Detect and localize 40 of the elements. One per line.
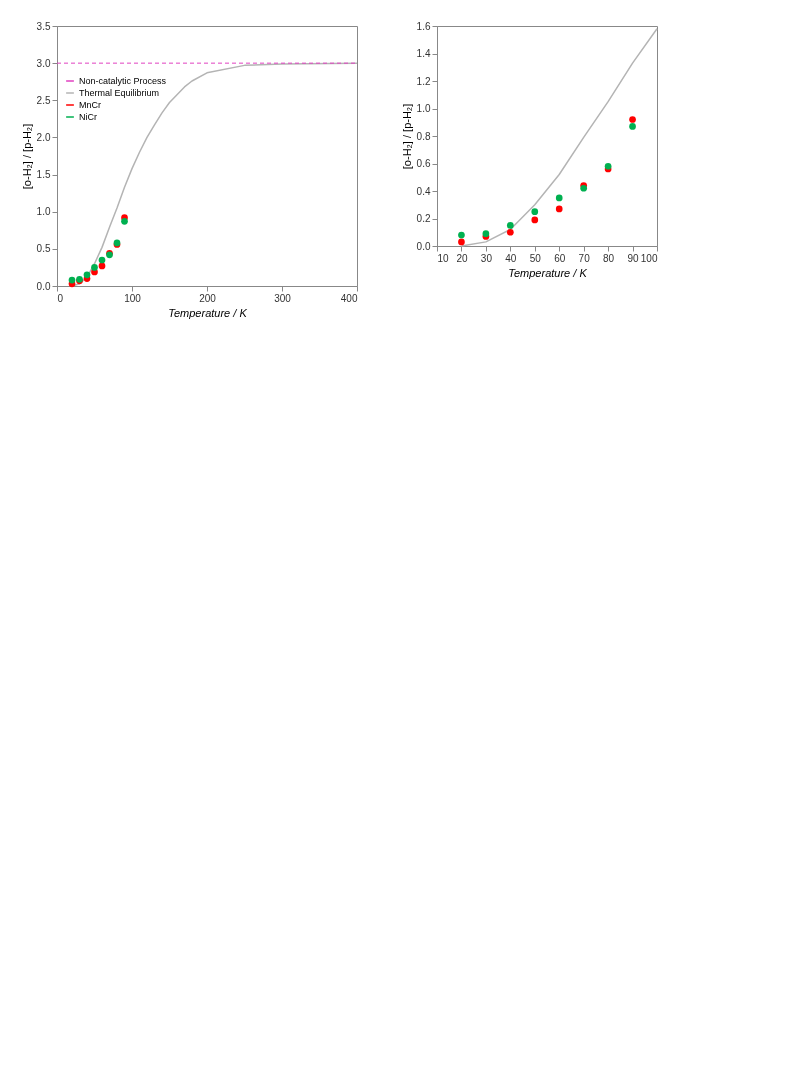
y-tick-label: 0.2	[416, 213, 431, 224]
x-tick-label: 90	[627, 252, 640, 264]
legend-label: Non-catalytic Process	[79, 76, 167, 86]
x-tick-label: 0	[57, 292, 64, 304]
legend-label: Thermal Equilibrium	[79, 88, 160, 98]
x-tick-label: 300	[274, 292, 292, 304]
y-tick-label: 0.0	[36, 280, 51, 292]
x-tick-label: 80	[603, 252, 615, 264]
x-tick-label: 30	[480, 252, 493, 264]
x-tick-label: 200	[199, 292, 217, 304]
y-tick-label: 1.0	[416, 103, 431, 114]
x-tick-label: 20	[456, 252, 468, 264]
y-axis-title: [o-H₂] / [p-H₂]	[400, 103, 413, 170]
y-tick-label: 2.5	[36, 94, 51, 106]
x-tick-label: 400	[340, 292, 358, 304]
x-tick-label: 10	[437, 252, 450, 264]
legend-label: NiCr	[79, 112, 97, 122]
x-axis-title: Temperature / K	[168, 306, 248, 319]
x-tick-label: 70	[578, 252, 591, 264]
y-tick-label: 1.6	[416, 20, 431, 32]
y-axis-title: [o-H₂] / [p-H₂]	[20, 123, 33, 190]
y-tick-label: 1.4	[416, 48, 431, 59]
y-tick-label: 0.4	[416, 185, 431, 197]
y-tick-label: 2.0	[36, 131, 51, 143]
y-tick-label: 0.5	[36, 243, 51, 255]
x-tick-label: 100	[124, 292, 142, 304]
y-tick-label: 0.6	[416, 158, 431, 169]
y-tick-label: 1.5	[36, 169, 51, 181]
y-tick-label: 0.8	[416, 130, 431, 142]
y-tick-label: 0.0	[416, 240, 431, 252]
x-tick-label: 40	[505, 252, 517, 264]
y-tick-label: 1.0	[36, 206, 51, 218]
x-axis-title: Temperature / K	[508, 266, 588, 279]
legend-label: MnCr	[79, 100, 101, 110]
x-tick-label: 60	[554, 252, 566, 264]
y-tick-label: 1.2	[416, 75, 431, 87]
x-tick-label: 100	[640, 252, 658, 264]
x-tick-label: 50	[529, 252, 542, 264]
y-tick-label: 3.0	[36, 57, 51, 69]
y-tick-label: 3.5	[36, 20, 51, 32]
